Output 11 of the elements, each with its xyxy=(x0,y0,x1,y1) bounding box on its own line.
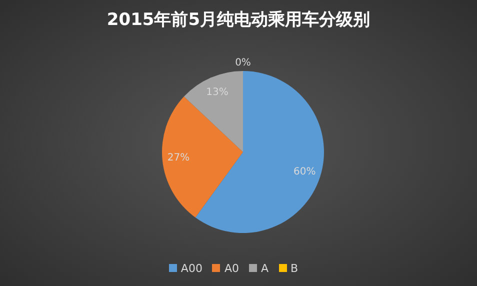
chart-title: 2015年前5月纯电动乘用车分级别 xyxy=(106,9,372,31)
pie-slice xyxy=(184,71,243,152)
pie-slice xyxy=(162,96,243,218)
legend-label: A xyxy=(260,262,269,275)
legend-label: A0 xyxy=(224,262,239,275)
data-label: 27% xyxy=(167,152,190,164)
legend-label: B xyxy=(290,262,298,275)
text: 0% xyxy=(235,58,251,68)
legend-label: A00 xyxy=(180,262,202,275)
data-label: 60% xyxy=(294,166,316,178)
pie-slice xyxy=(195,71,324,233)
